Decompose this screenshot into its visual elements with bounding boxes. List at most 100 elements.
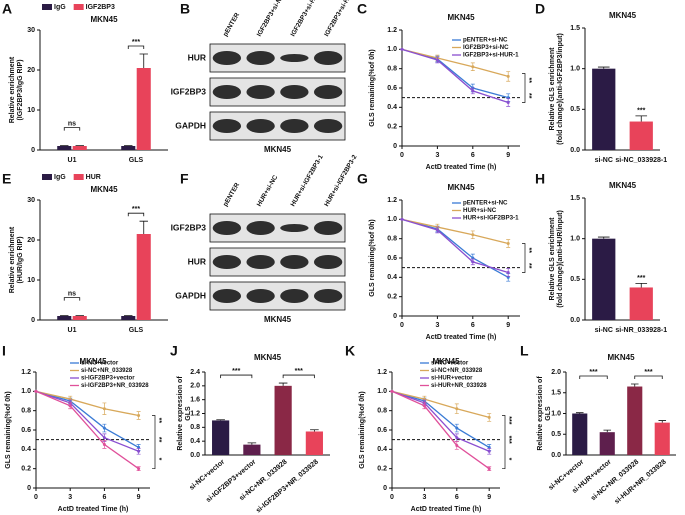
bar	[592, 238, 616, 320]
y-axis-label: Relative enrichment	[9, 56, 16, 123]
y-axis-label: (fold change)(anti-IGF2BP3/input)	[557, 33, 564, 145]
y-axis-label: GLS	[185, 406, 192, 421]
legend-label: si-IGF2BP3+NR_033928	[81, 383, 149, 389]
x-tick-label: si-HUR+NR_033928	[614, 459, 668, 506]
series-line	[391, 390, 490, 470]
point	[34, 389, 38, 393]
bar	[212, 420, 230, 455]
y-tick-label: 0	[31, 147, 35, 154]
bar	[572, 413, 588, 455]
panel-letter: D	[535, 1, 545, 17]
chart-title: MKN45	[90, 15, 118, 24]
significance-label: *	[155, 458, 162, 461]
blot-band	[313, 255, 343, 269]
error-bar	[597, 236, 610, 239]
bar	[136, 234, 151, 320]
x-tick-label: si-NC_033928-1	[615, 157, 667, 164]
chart-panel: G MKN45 0 0.2 0.4 0.6 0.8 1.0 1.2 GLS remaining(%…	[357, 171, 532, 341]
point	[435, 228, 439, 232]
series-line	[35, 390, 139, 417]
significance-bracket	[282, 374, 315, 379]
legend-label: IGF2BP3	[86, 4, 115, 11]
y-tick-label: 0	[393, 143, 397, 150]
y-axis-label: Relative GLS enrichment	[549, 217, 556, 301]
chart-title: MKN45	[609, 11, 637, 20]
lane-label: IGF2BP3+si-HUR-2	[323, 0, 358, 38]
x-tick-label: GLS	[129, 157, 144, 164]
point	[506, 242, 510, 245]
chart-panel: L MKN45 0.0 0.5 1.0 1.5 2.0 Relative expression…	[520, 343, 676, 506]
significance-label: **	[525, 78, 532, 84]
lane-label: IGF2BP3+si-HUR-1	[290, 0, 325, 38]
point	[102, 426, 106, 430]
significance-label: **	[525, 93, 532, 99]
point	[487, 415, 491, 419]
y-tick-label: 2.4	[190, 369, 200, 376]
x-tick-label: si-NC+NR_033928	[590, 459, 640, 503]
y-tick-label: 0.2	[387, 294, 397, 301]
y-tick-label: 0.8	[377, 408, 387, 415]
y-axis-label: (fold change)(anti-HUR/input)	[557, 210, 564, 308]
y-tick-label: 0.0	[570, 147, 580, 154]
y-tick-label: 0	[393, 313, 397, 320]
error-bar	[310, 429, 319, 432]
row-label: IGF2BP3	[171, 222, 207, 232]
panel-letter: B	[180, 1, 190, 17]
row-label: IGF2BP3	[171, 86, 207, 96]
legend-label: IgG	[54, 174, 66, 181]
series-line	[391, 390, 490, 419]
x-tick-label: 9	[137, 494, 141, 501]
x-tick-label: 3	[435, 322, 439, 329]
significance-label: **	[525, 248, 532, 254]
bar	[274, 385, 292, 455]
y-tick-label: 30	[27, 27, 35, 34]
significance-bracket	[522, 73, 526, 103]
blot-band	[313, 289, 343, 303]
series-line	[401, 48, 509, 104]
point	[455, 407, 459, 411]
row-label: HUR	[188, 256, 206, 266]
point	[68, 404, 72, 408]
error-bar	[575, 412, 584, 414]
point	[137, 449, 141, 453]
error-bar	[658, 420, 667, 423]
blot-band	[246, 85, 275, 99]
y-tick-label: 1.0	[387, 216, 397, 223]
y-tick-label: 1.0	[570, 66, 580, 73]
chart-title: MKN45	[432, 357, 460, 366]
chart-title: MKN45	[447, 183, 475, 192]
point	[471, 89, 475, 93]
significance-label: ***	[505, 416, 512, 424]
bar	[629, 287, 653, 320]
point	[390, 389, 394, 393]
significance-label: ***	[295, 368, 303, 375]
bar	[243, 444, 261, 455]
significance-bracket	[127, 45, 145, 49]
y-axis-label: Relative expression of	[537, 376, 544, 451]
y-tick-label: 0.8	[21, 408, 31, 415]
x-tick-label: 3	[68, 494, 72, 501]
chart-title: MKN45	[254, 353, 282, 362]
significance-bracket	[579, 375, 608, 380]
point	[455, 443, 459, 447]
legend-label: IGF2BP3+si-NC	[463, 44, 509, 51]
y-tick-label: 0.2	[21, 466, 31, 473]
panel-letter: A	[2, 1, 12, 17]
significance-label: **	[155, 437, 162, 443]
x-tick-label: 9	[506, 322, 510, 329]
significance-bracket	[152, 415, 156, 470]
significance-label: ***	[505, 436, 512, 444]
legend-label: HUR+si-NC	[463, 207, 497, 214]
chart-panel: C MKN45 0 0.2 0.4 0.6 0.8 1.0 1.2 GLS remaining(%…	[357, 1, 532, 171]
legend-label: si-NC+vector	[81, 361, 119, 367]
blot-band	[212, 221, 242, 235]
legend-label: si-HUR+NR_033928	[431, 383, 487, 389]
significance-label: ns	[68, 290, 76, 297]
x-tick-label: 9	[487, 494, 491, 501]
y-tick-label: 0.2	[387, 124, 397, 131]
point	[506, 74, 510, 78]
y-tick-label: 30	[27, 197, 35, 204]
chart-panel: H MKN45 0.0 0.5 1.0 1.5 Relative GLS enrichmen…	[535, 171, 667, 334]
chart-panel: K MKN45 0 0.2 0.4 0.6 0.8 1.0 1.2 GLS remaining(%…	[345, 343, 512, 513]
legend-label: si-HUR+vector	[431, 376, 473, 382]
